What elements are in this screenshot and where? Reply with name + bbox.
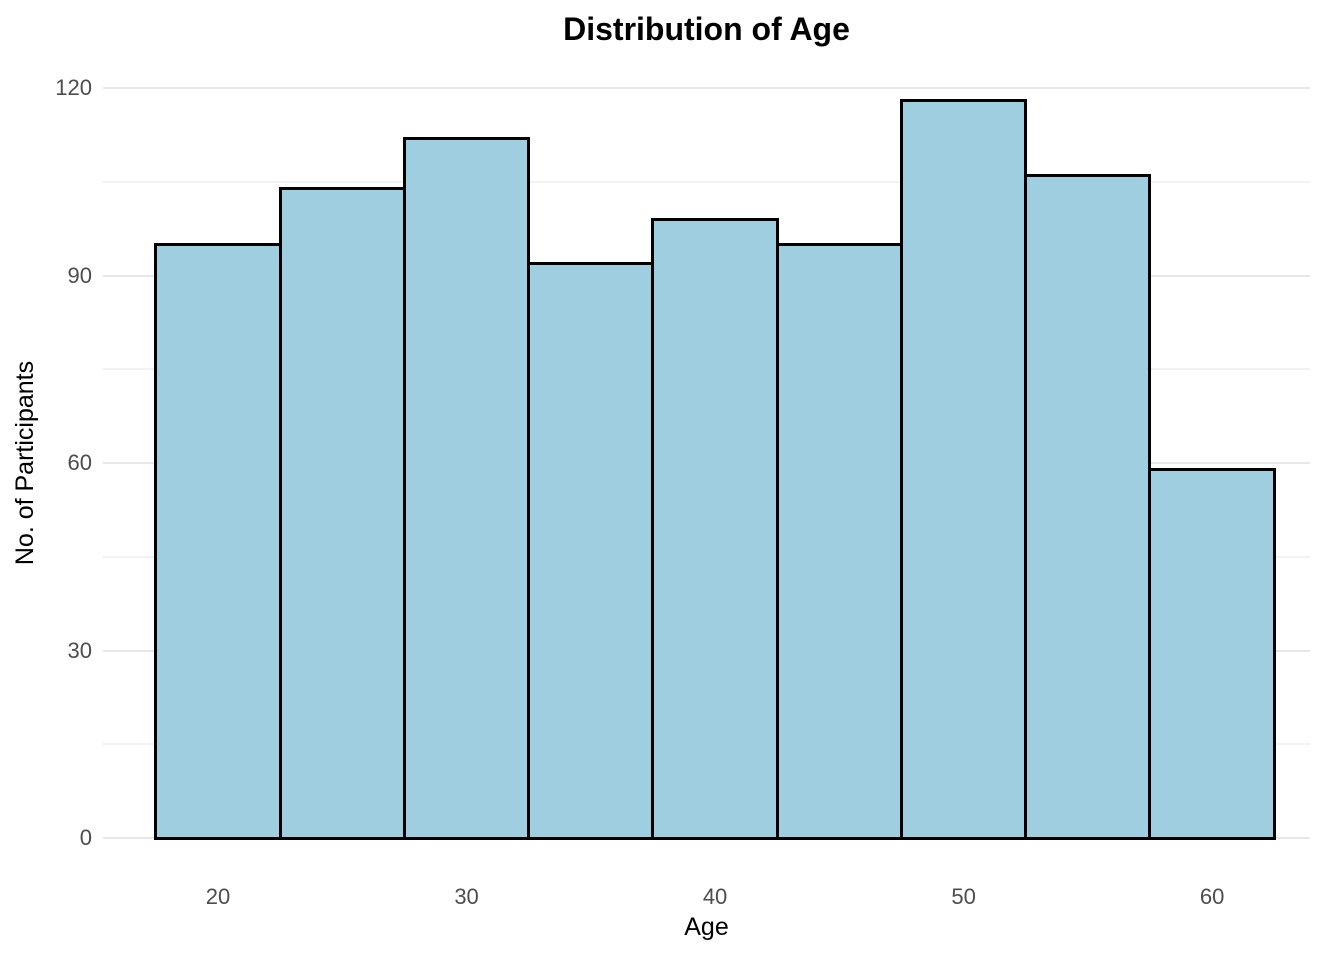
- plot-panel: [103, 64, 1310, 875]
- y-tick-label: 90: [67, 262, 92, 288]
- histogram-bar: [527, 261, 655, 840]
- gridline-major: [103, 87, 1310, 89]
- x-tick-label: 50: [951, 884, 976, 909]
- histogram-bar: [1148, 467, 1276, 840]
- histogram-bar: [899, 99, 1028, 840]
- x-axis-title: Age: [684, 913, 729, 941]
- y-tick-label: 0: [79, 825, 92, 850]
- histogram-bar: [154, 242, 282, 840]
- histogram-bar: [775, 242, 903, 840]
- histogram-bar: [651, 217, 779, 840]
- x-tick-label: 40: [702, 884, 728, 909]
- histogram-bar: [1024, 174, 1152, 840]
- histogram-bar: [402, 136, 531, 840]
- x-tick-label: 20: [205, 884, 231, 909]
- y-tick-label: 30: [67, 637, 92, 663]
- histogram-bar: [278, 186, 406, 840]
- x-tick-label: 60: [1199, 884, 1225, 909]
- chart-title: Distribution of Age: [563, 11, 850, 47]
- y-tick-label: 120: [55, 75, 92, 100]
- gridline-minor: [103, 180, 1310, 183]
- y-tick-label: 60: [67, 450, 92, 475]
- x-tick-label: 30: [454, 884, 479, 909]
